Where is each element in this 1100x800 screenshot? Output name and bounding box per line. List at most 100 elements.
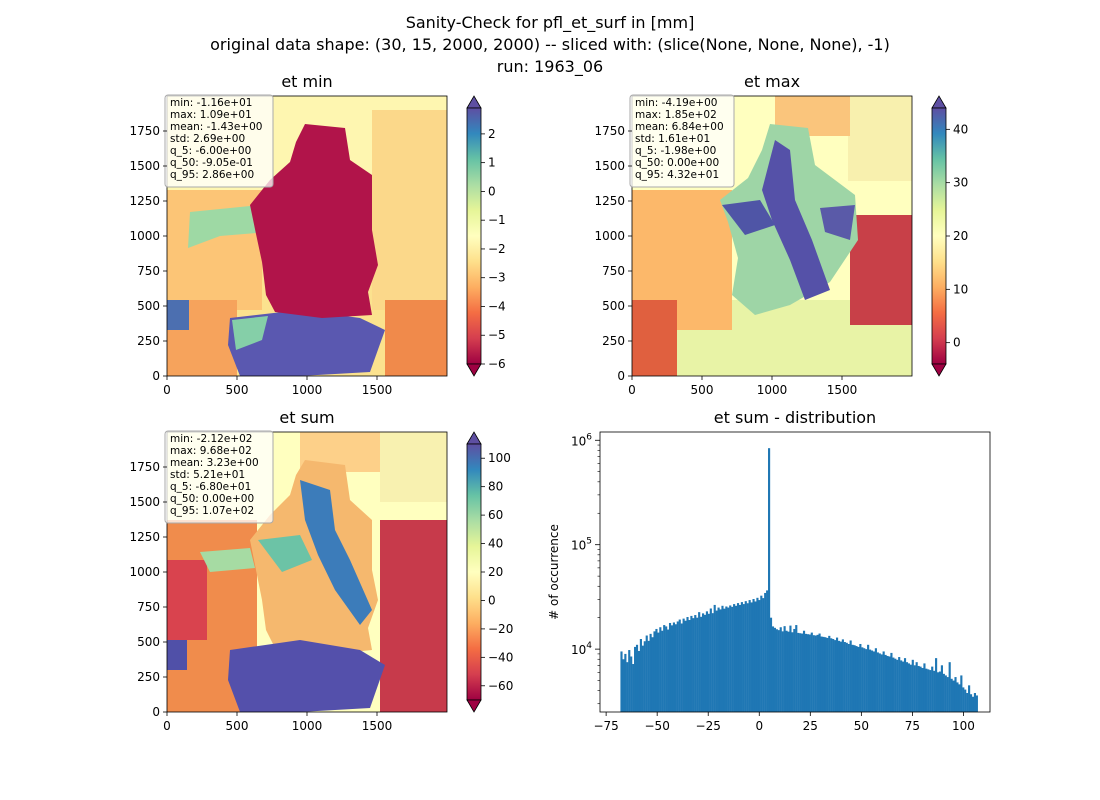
map-region-green-strip [188, 205, 268, 248]
histogram-bar [647, 640, 650, 712]
histogram-bar [876, 652, 879, 712]
map-region-high-values-west [722, 200, 775, 235]
histogram-bar [872, 651, 876, 712]
histogram-bar [812, 635, 815, 712]
histogram-bar [760, 595, 763, 712]
histogram-bar [814, 635, 817, 712]
panel-title-et-min: et min [281, 72, 333, 91]
histogram-bar [628, 650, 631, 712]
histogram-bar [933, 670, 936, 712]
colorbar-tick-label: 40 [488, 537, 503, 551]
stats-box-background [164, 430, 274, 524]
histogram-bar [905, 662, 909, 712]
histogram-bar [915, 662, 918, 712]
histogram-bar [789, 625, 792, 712]
x-tick-label: 500 [226, 383, 249, 397]
x-tick-label: 75 [905, 719, 920, 733]
map-et-min [167, 96, 447, 376]
histogram-bar [727, 607, 730, 712]
histogram-bar [768, 448, 771, 712]
colorbar-et-max [931, 95, 947, 377]
histogram-bar [787, 631, 790, 712]
histogram-bar [903, 658, 907, 712]
histogram-bar [968, 685, 971, 712]
histogram-bar [700, 616, 703, 712]
histogram-bar [820, 636, 823, 712]
y-tick-label: 1500 [594, 159, 625, 173]
colorbar-tick-label: 80 [488, 480, 503, 494]
histogram-bar [734, 605, 738, 712]
histogram-bar [973, 693, 977, 712]
histogram-bar [698, 612, 701, 712]
histogram-bar [888, 656, 891, 712]
x-tick-label: 50 [854, 719, 869, 733]
histogram-frame [599, 431, 991, 713]
histogram-bar [830, 638, 833, 712]
histogram-bar [826, 637, 829, 712]
histogram-bar [917, 665, 920, 712]
histogram-bar [742, 604, 745, 712]
histogram-bar [946, 677, 949, 712]
x-tick-label: 0 [628, 383, 636, 397]
colorbar-tick-label: 20 [488, 565, 503, 579]
histogram-bar [861, 647, 864, 712]
stats-box-background [164, 94, 274, 188]
histogram-bars [620, 448, 978, 712]
y-tick-label: 1250 [129, 194, 160, 208]
y-tick-label: 500 [137, 635, 160, 649]
colorbar-gradient [466, 107, 482, 365]
map-region-west-coast [167, 640, 187, 670]
histogram-bar [711, 613, 714, 712]
y-tick-label: 1750 [129, 460, 160, 474]
histogram-bar [911, 659, 914, 712]
histogram-bar [659, 627, 662, 712]
histogram-bar [975, 695, 978, 712]
histogram-bar [851, 644, 854, 712]
histogram-bar [764, 592, 767, 712]
histogram-bar [828, 635, 831, 712]
histogram-bar [841, 639, 844, 712]
stats-line: q_95: 4.32e+01 [635, 169, 719, 181]
stats-line: q_5: -1.98e+00 [635, 145, 716, 157]
stats-box-et-max [629, 94, 735, 188]
colorbar-gradient [466, 443, 482, 701]
histogram-bar [717, 607, 720, 712]
histogram-bar [822, 636, 825, 712]
histogram-bar [721, 605, 724, 712]
histogram-bar [929, 670, 932, 712]
histogram-bar [886, 655, 889, 712]
map-region-high-values-east [820, 205, 855, 240]
x-tick-label: 1500 [362, 383, 393, 397]
histogram-bar [969, 694, 973, 712]
histogram-bar [952, 680, 955, 712]
histogram-bar [694, 615, 697, 712]
colorbar-et-min [466, 95, 482, 377]
histogram-bar [942, 673, 945, 712]
histogram-bar [923, 663, 926, 712]
x-tick-label: 1500 [362, 719, 393, 733]
histogram-bar [855, 646, 858, 712]
histogram-bar [746, 603, 749, 712]
y-tick-label: 0 [617, 369, 625, 383]
histogram-bar [634, 646, 637, 712]
histogram-bar [758, 600, 761, 712]
map-germany-region [250, 124, 378, 318]
histogram-bar [686, 617, 689, 712]
colorbar-tick-label: 60 [488, 508, 503, 522]
map-region-west-coast [167, 300, 189, 330]
histogram-bar [921, 667, 924, 712]
histogram-bar [913, 665, 916, 712]
y-tick-label: 250 [137, 670, 160, 684]
y-tick-label: 1000 [129, 229, 160, 243]
histogram-bar [781, 631, 784, 712]
map-region-northeast [848, 96, 912, 181]
histogram-bar [672, 622, 675, 712]
histogram-bar [837, 640, 841, 712]
colorbar-tick-label: 30 [953, 176, 968, 190]
histogram-bar [701, 613, 705, 712]
histogram-bar [799, 633, 802, 712]
map-region-alps-edge [232, 316, 268, 350]
stats-line: mean: -1.43e+00 [170, 121, 262, 133]
x-tick-label: 0 [163, 719, 171, 733]
colorbar-tick-label: −60 [488, 679, 513, 693]
